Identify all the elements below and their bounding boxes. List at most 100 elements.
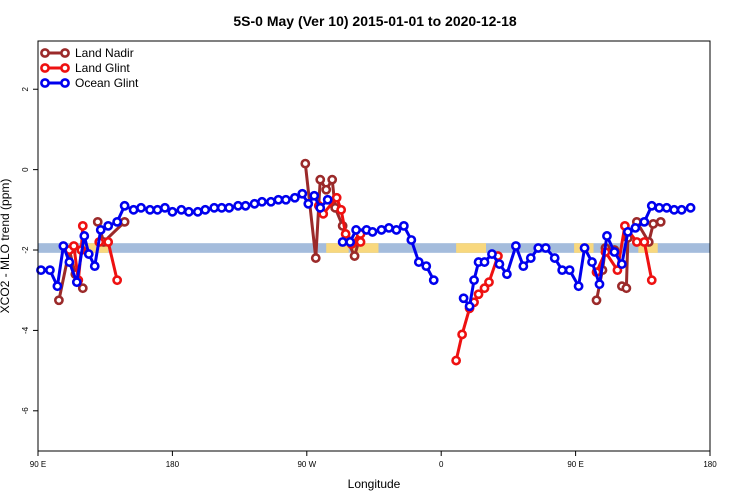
- data-point: [160, 202, 170, 213]
- data-point: [54, 295, 64, 306]
- land-band-segment: [638, 243, 658, 253]
- data-point: [315, 202, 326, 213]
- legend-label: Ocean Glint: [75, 76, 139, 90]
- data-point: [533, 243, 544, 253]
- data-point: [510, 241, 521, 251]
- data-point: [77, 221, 88, 231]
- data-point: [257, 196, 267, 207]
- data-point: [345, 237, 356, 247]
- data-point: [119, 200, 130, 211]
- legend-item: Land Nadir: [40, 46, 134, 60]
- legend-marker: [60, 63, 70, 73]
- data-point: [573, 281, 584, 292]
- data-point: [494, 259, 505, 269]
- data-point: [249, 198, 260, 209]
- data-point: [654, 202, 665, 213]
- y-tick-label: 0: [21, 167, 30, 172]
- data-point: [112, 216, 123, 227]
- data-point: [233, 200, 244, 211]
- plot-frame: [37, 40, 711, 452]
- data-point: [355, 237, 366, 247]
- data-point: [602, 231, 612, 241]
- data-point: [273, 194, 284, 205]
- legend-label: Land Nadir: [75, 46, 134, 60]
- data-point: [68, 241, 79, 251]
- data-point: [487, 249, 497, 259]
- data-point: [321, 184, 332, 195]
- data-point: [266, 196, 276, 207]
- data-point: [469, 275, 479, 286]
- data-point: [464, 301, 475, 312]
- y-tick-label: -4: [21, 326, 30, 334]
- data-point: [557, 265, 568, 276]
- data-point: [473, 289, 484, 300]
- data-point: [315, 174, 326, 185]
- data-point: [676, 204, 687, 215]
- data-point: [176, 204, 187, 215]
- data-point: [310, 253, 321, 263]
- series-layer: [36, 158, 696, 366]
- data-point: [413, 257, 424, 267]
- data-point: [167, 206, 178, 217]
- data-point: [152, 204, 163, 215]
- data-point: [224, 202, 235, 213]
- data-point: [128, 204, 139, 215]
- data-point: [612, 265, 623, 276]
- data-point: [327, 174, 338, 185]
- data-point: [639, 237, 650, 247]
- data-point: [45, 265, 55, 276]
- data-point: [95, 225, 106, 235]
- x-tick-label: 90 W: [297, 460, 316, 469]
- data-point: [183, 206, 194, 217]
- series-ocean-glint: [36, 188, 696, 312]
- x-tick-label: 0: [439, 460, 444, 469]
- data-point: [661, 202, 672, 213]
- data-point: [337, 237, 348, 247]
- y-tick-label: 2: [21, 86, 30, 91]
- data-point: [336, 204, 347, 215]
- data-point: [376, 225, 387, 235]
- data-point: [351, 225, 361, 235]
- land-band-segment: [456, 243, 486, 253]
- data-point: [64, 257, 75, 267]
- data-point: [639, 216, 650, 227]
- land-band-segment: [326, 243, 349, 253]
- data-point: [79, 231, 90, 241]
- land-band-segment: [353, 243, 379, 253]
- data-point: [579, 243, 590, 253]
- y-axis-label: XCO2 - MLO trend (ppm): [0, 179, 12, 314]
- data-point: [331, 192, 342, 203]
- data-point: [621, 283, 632, 294]
- data-point: [52, 281, 63, 292]
- legend-marker: [40, 63, 50, 73]
- data-point: [384, 223, 394, 233]
- legend-marker: [60, 48, 70, 58]
- data-point: [297, 188, 308, 199]
- data-point: [36, 265, 46, 276]
- data-point: [136, 202, 146, 213]
- data-point: [391, 225, 402, 235]
- data-point: [631, 237, 642, 247]
- data-point: [83, 249, 94, 259]
- data-point: [609, 247, 620, 257]
- data-point: [564, 265, 575, 276]
- data-point: [349, 251, 360, 261]
- data-point: [479, 283, 490, 294]
- data-point: [92, 216, 103, 227]
- x-axis-label: Longitude: [348, 477, 401, 491]
- data-point: [240, 200, 251, 211]
- data-point: [451, 355, 462, 366]
- data-point: [119, 216, 130, 227]
- data-point: [428, 275, 439, 286]
- data-point: [200, 204, 211, 215]
- data-point: [367, 227, 378, 237]
- data-point: [518, 261, 529, 271]
- data-point: [322, 194, 333, 205]
- legend-marker: [40, 78, 50, 88]
- data-point: [594, 279, 605, 290]
- data-point: [646, 200, 657, 211]
- y-tick-label: -2: [21, 246, 30, 254]
- data-point: [303, 198, 314, 209]
- data-point: [280, 194, 291, 205]
